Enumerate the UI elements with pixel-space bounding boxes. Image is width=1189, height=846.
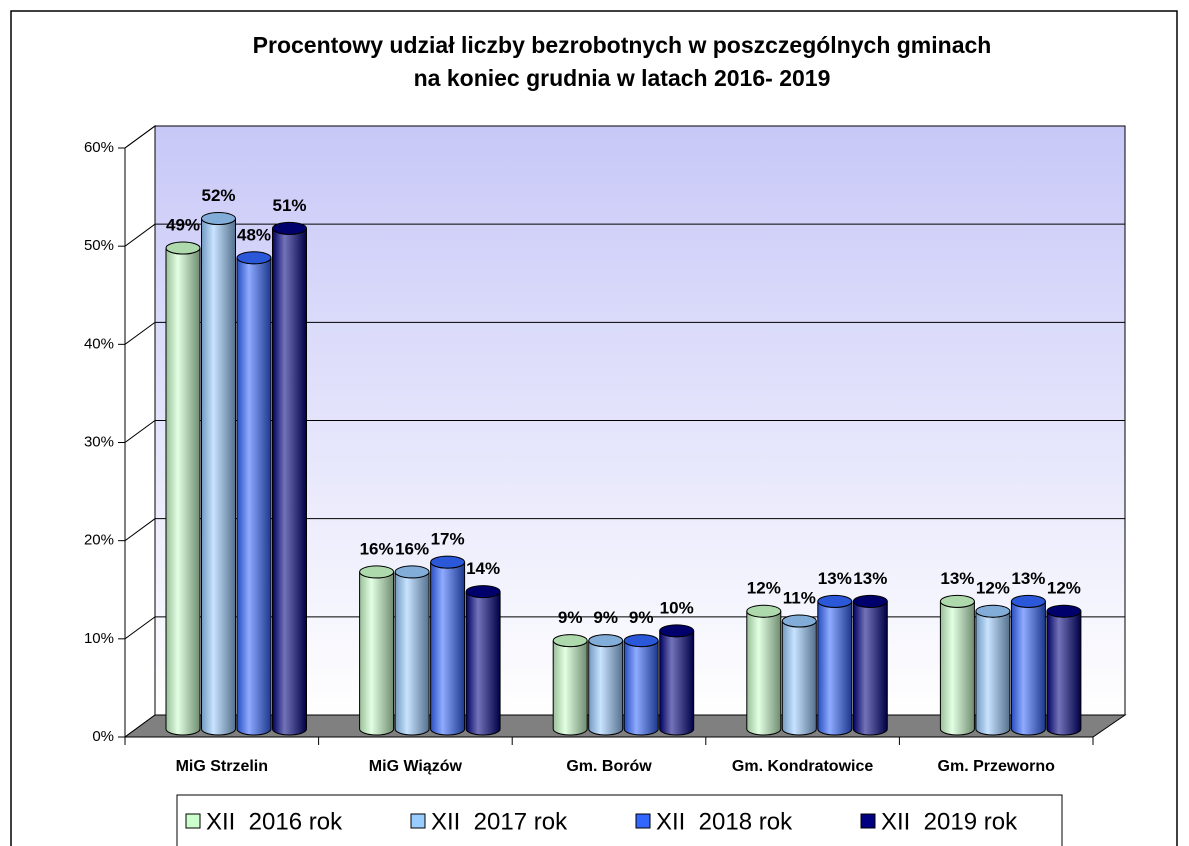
bar bbox=[659, 630, 695, 736]
chart-title: na koniec grudnia w latach 2016- 2019 bbox=[414, 65, 831, 91]
bar bbox=[623, 640, 659, 736]
bar bbox=[359, 571, 395, 736]
bar bbox=[746, 611, 782, 736]
legend-label: XII 2016 rok bbox=[206, 808, 343, 835]
data-label: 14% bbox=[466, 559, 500, 578]
data-label: 12% bbox=[747, 579, 781, 598]
bar-top bbox=[659, 624, 695, 638]
bar-top bbox=[394, 565, 430, 579]
legend-swatch bbox=[635, 813, 651, 829]
grid-line bbox=[124, 321, 1125, 345]
data-label: 10% bbox=[660, 598, 694, 617]
y-tick-label: 30% bbox=[84, 433, 114, 450]
grid-line bbox=[124, 223, 1125, 247]
bar bbox=[817, 601, 853, 736]
legend-swatch bbox=[410, 813, 426, 829]
data-label: 48% bbox=[237, 225, 271, 244]
data-label: 9% bbox=[558, 608, 583, 627]
bar-top bbox=[623, 634, 659, 648]
x-tick-label: MiG Strzelin bbox=[176, 758, 268, 775]
data-label: 11% bbox=[783, 589, 816, 608]
bar bbox=[1010, 601, 1046, 736]
data-label: 52% bbox=[201, 186, 235, 205]
bar-top bbox=[746, 604, 782, 618]
grid-line bbox=[124, 420, 1125, 443]
bar-top bbox=[465, 585, 501, 599]
bar-top bbox=[781, 614, 817, 628]
bar bbox=[236, 257, 272, 736]
data-label: 12% bbox=[976, 579, 1010, 598]
bar bbox=[394, 571, 430, 736]
grid-line bbox=[124, 518, 1125, 542]
x-tick-label: Gm. Kondratowice bbox=[732, 758, 873, 775]
legend-label: XII 2018 rok bbox=[656, 808, 793, 835]
x-tick-label: Gm. Przeworno bbox=[938, 758, 1056, 775]
data-label: 16% bbox=[395, 539, 429, 558]
data-label: 9% bbox=[593, 608, 618, 627]
bar-top bbox=[939, 594, 975, 608]
data-label: 13% bbox=[853, 569, 887, 588]
legend-label: XII 2017 rok bbox=[431, 808, 568, 835]
data-label: 17% bbox=[431, 530, 465, 549]
frame bbox=[10, 10, 1178, 846]
bar-top bbox=[272, 221, 307, 235]
y-tick-label: 40% bbox=[84, 335, 114, 352]
bar-top bbox=[359, 565, 395, 579]
y-tick-label: 10% bbox=[84, 630, 114, 647]
bar-top bbox=[165, 241, 201, 255]
data-label: 16% bbox=[360, 539, 394, 558]
data-label: 13% bbox=[818, 569, 852, 588]
y-tick-label: 60% bbox=[84, 139, 114, 156]
data-label: 9% bbox=[629, 608, 654, 627]
bar-top bbox=[552, 634, 588, 648]
bar bbox=[588, 640, 624, 736]
bar bbox=[201, 218, 236, 736]
bar-top bbox=[588, 634, 624, 648]
x-tick-label: MiG Wiązów bbox=[369, 758, 463, 775]
bar-top bbox=[430, 555, 466, 569]
bar bbox=[430, 561, 466, 736]
data-label: 49% bbox=[166, 215, 200, 234]
bar bbox=[465, 591, 501, 736]
bar bbox=[852, 601, 888, 736]
y-tick-label: 50% bbox=[84, 237, 114, 254]
bar-top bbox=[817, 594, 853, 608]
y-tick-label: 20% bbox=[84, 532, 114, 549]
bar bbox=[781, 620, 817, 736]
grid-line bbox=[124, 125, 1125, 149]
bar-top bbox=[1010, 594, 1046, 608]
legend-swatch bbox=[860, 813, 876, 829]
bar bbox=[165, 247, 201, 736]
y-tick-label: 0% bbox=[92, 728, 114, 745]
legend-swatch bbox=[185, 813, 201, 829]
bar bbox=[1046, 611, 1082, 736]
x-tick-label: Gm. Borów bbox=[566, 758, 652, 775]
bar-top bbox=[236, 251, 272, 265]
bar bbox=[975, 611, 1011, 736]
data-label: 13% bbox=[1011, 569, 1045, 588]
chart-title: Procentowy udział liczby bezrobotnych w … bbox=[253, 32, 992, 58]
bar-top bbox=[1046, 604, 1082, 618]
bar bbox=[552, 640, 588, 736]
legend bbox=[176, 794, 1063, 846]
bar-top bbox=[852, 594, 888, 608]
data-label: 12% bbox=[1047, 579, 1081, 598]
bar bbox=[272, 228, 307, 736]
bar-top bbox=[201, 212, 236, 226]
data-label: 51% bbox=[272, 196, 306, 215]
data-label: 13% bbox=[940, 569, 974, 588]
legend-label: XII 2019 rok bbox=[881, 808, 1018, 835]
bar-top bbox=[975, 604, 1011, 618]
bar bbox=[939, 601, 975, 736]
